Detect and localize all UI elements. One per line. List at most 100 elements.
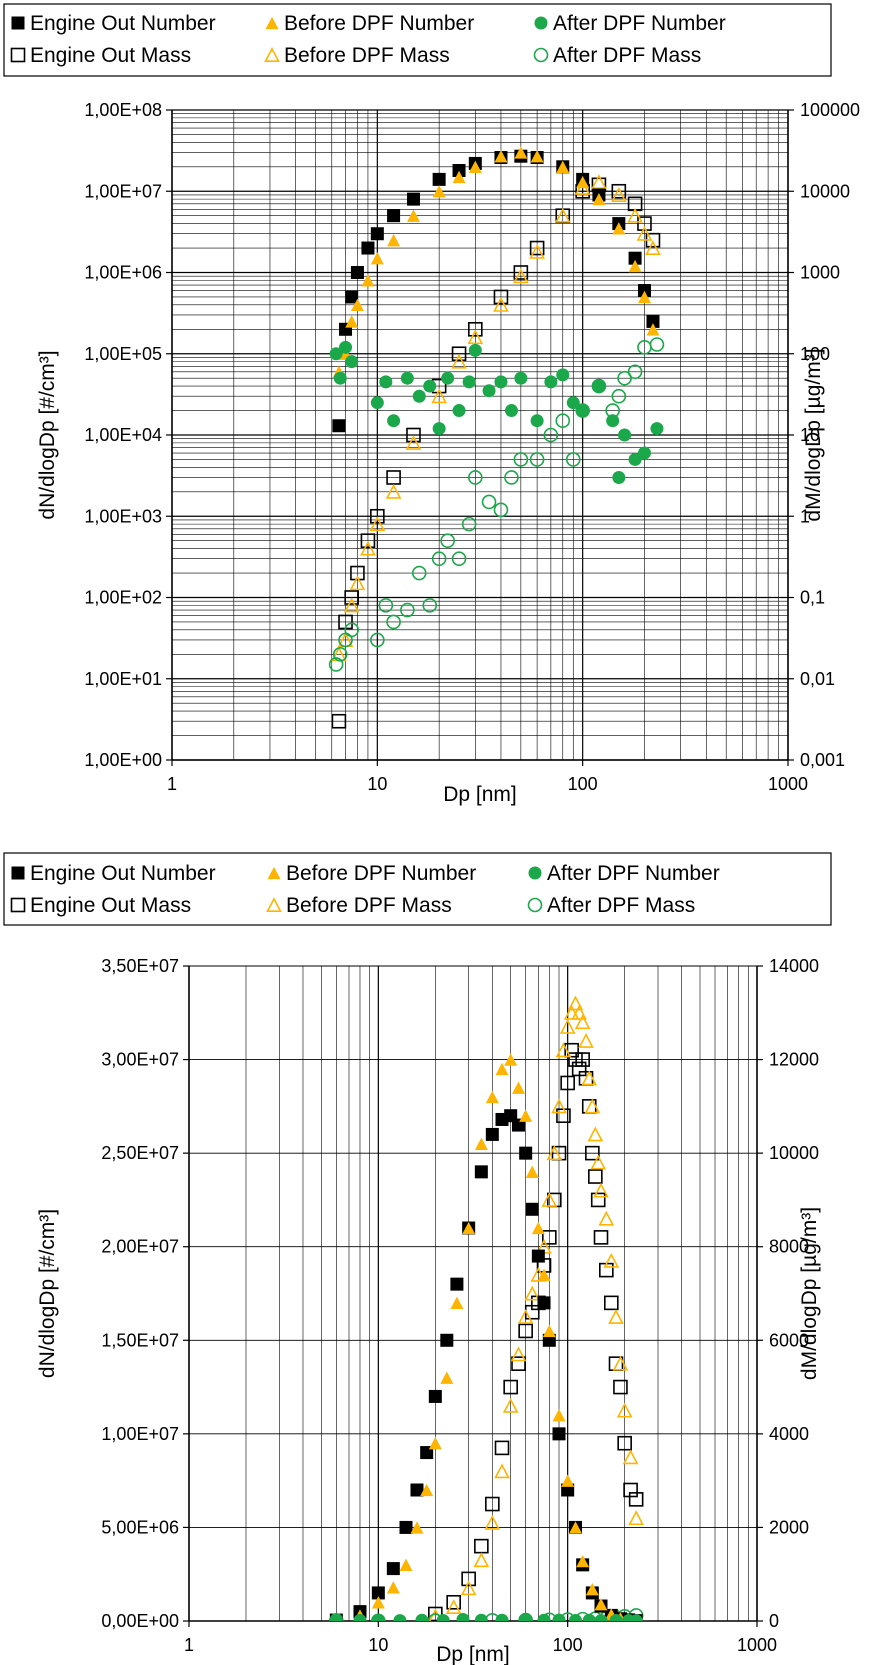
legend-item: Engine Out Number [12,862,216,885]
series-engine-out-number [330,1109,643,1627]
data-point [407,193,420,206]
data-point [345,315,358,327]
data-point [638,447,651,460]
data-point [387,234,400,246]
data-point [496,1614,509,1627]
y-tick-label: 1,00E+03 [84,506,162,526]
x-tick-label: 1000 [768,774,808,794]
data-point [609,1614,622,1627]
data-point [494,375,507,388]
y2-tick-label: 1000 [800,263,840,283]
data-point [614,1358,627,1370]
y-tick-label: 1,00E+00 [84,750,162,770]
chart-2: Engine Out Number Before DPF Number After … [4,853,831,1665]
data-point [624,1484,637,1497]
data-point [630,1614,643,1627]
legend-label: Engine Out Number [30,862,216,885]
data-point [576,404,589,417]
data-point [330,1613,343,1626]
data-point [387,1562,400,1575]
data-point [618,429,631,442]
x-tick-label: 10 [368,1635,388,1655]
y-tick-label: 5,00E+06 [101,1517,179,1537]
data-point [413,390,426,403]
legend-label: Before DPF Mass [286,894,452,917]
y-tick-label: 1,00E+01 [84,669,162,689]
data-point [595,1231,608,1244]
x-tick-label: 1000 [737,1635,777,1655]
legend-item: After DPF Mass [535,44,702,67]
data-point [589,1128,602,1140]
y2-tick-label: 0,001 [800,750,845,770]
square-filled-legend-marker [12,867,25,880]
y2-tick-label: 4000 [769,1424,809,1444]
legend: Engine Out Number Before DPF Number After … [4,4,831,76]
data-point [371,396,384,409]
data-point [393,1614,406,1627]
x-tick-label: 100 [568,774,598,794]
data-point [583,1072,596,1084]
data-point [456,1613,469,1626]
y-axis-title: dN/dlogDp [#/cm³] [36,350,59,519]
data-point [496,1465,509,1477]
data-point [433,422,446,435]
data-point [595,1614,608,1627]
data-point [486,1128,499,1141]
data-point [450,1278,463,1291]
legend-label: Engine Out Mass [30,894,191,917]
data-point [650,422,663,435]
data-point [334,372,347,385]
y-tick-label: 1,00E+02 [84,588,162,608]
data-point [526,1166,539,1178]
y2-tick-label: 2000 [769,1517,809,1537]
plot-area [330,997,643,1627]
data-point [401,372,414,385]
legend-label: After DPF Mass [547,894,695,917]
legend-item: Before DPF Mass [266,44,450,67]
legend-item: Before DPF Number [268,862,477,885]
y2-tick-label: 0 [769,1611,779,1631]
data-point [475,1554,488,1566]
data-point [441,372,454,385]
data-point [483,495,496,508]
data-point [387,1581,400,1593]
data-point [544,375,557,388]
data-point [400,1521,413,1534]
data-point [609,1311,622,1323]
y-tick-label: 2,50E+07 [101,1143,179,1163]
x-axis-title: Dp [nm] [436,1643,510,1665]
y2-tick-label: 100000 [800,100,860,120]
legend-label: Engine Out Number [30,12,216,35]
data-point [553,1614,566,1627]
data-point [483,384,496,397]
data-point [589,1170,602,1183]
data-point [415,1614,428,1627]
x-tick-label: 100 [553,1635,583,1655]
data-point [371,227,384,240]
data-point [387,209,400,222]
data-point [437,1614,450,1627]
legend-item: After DPF Mass [529,894,696,917]
y-tick-label: 1,00E+08 [84,100,162,120]
data-point [543,1325,556,1337]
data-point [440,1372,453,1384]
data-point [423,380,436,393]
data-point [531,414,544,427]
data-point [606,414,619,427]
data-point [379,375,392,388]
data-point [519,1147,532,1160]
data-point [429,1437,442,1449]
data-point [605,1296,618,1309]
y2-tick-label: 10000 [769,1143,819,1163]
data-point [532,1222,545,1234]
legend-item: Engine Out Mass [12,894,192,917]
legend-label: Before DPF Number [284,12,474,35]
y-tick-label: 3,50E+07 [101,956,179,976]
y-tick-label: 1,00E+06 [84,263,162,283]
data-point [583,1614,596,1627]
data-point [650,338,663,351]
y2-tick-label: 14000 [769,956,819,976]
data-point [475,1165,488,1178]
y-tick-label: 0,00E+00 [101,1611,179,1631]
